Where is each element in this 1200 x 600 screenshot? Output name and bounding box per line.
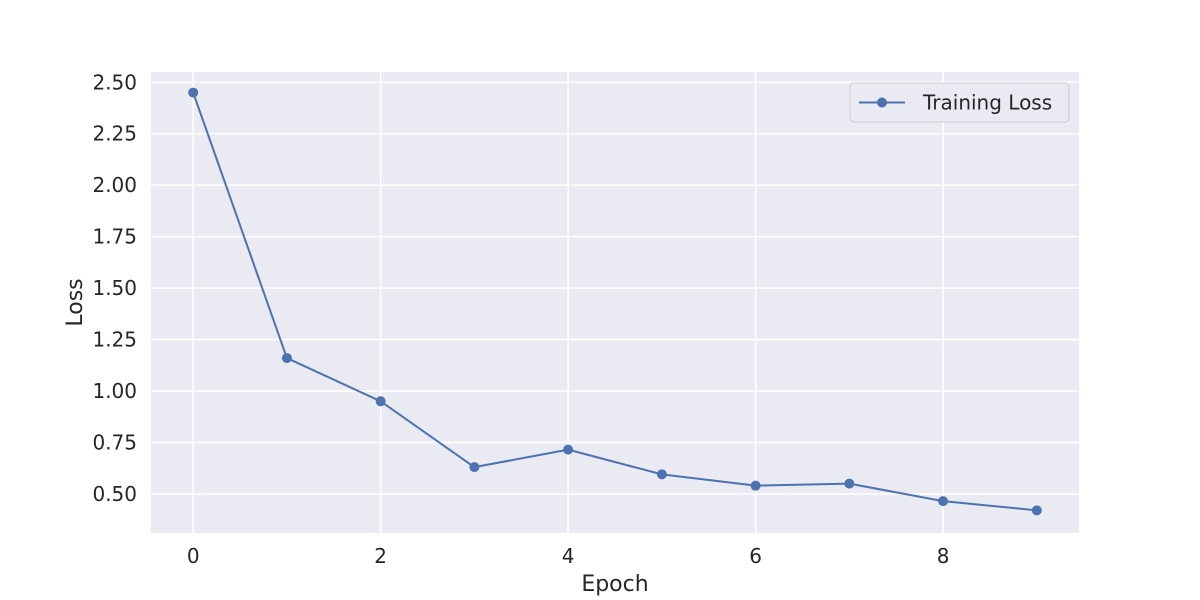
y-tick-label: 1.50 bbox=[92, 276, 137, 300]
legend-marker-swatch bbox=[877, 97, 887, 108]
y-tick-label: 1.25 bbox=[92, 328, 137, 352]
data-point bbox=[469, 462, 480, 473]
x-axis-label: Epoch bbox=[581, 572, 648, 597]
x-tick-label: 8 bbox=[937, 544, 950, 568]
data-point bbox=[750, 480, 761, 491]
legend-box bbox=[849, 82, 1070, 123]
y-tick-labels: 0.50 0.75 1.00 1.25 1.50 1.75 2.00 2.25 2.50 bbox=[92, 70, 137, 506]
data-point bbox=[188, 87, 199, 98]
plot-area bbox=[151, 72, 1079, 533]
data-point bbox=[563, 444, 574, 455]
legend-label: Training Loss bbox=[922, 91, 1052, 115]
x-tick-labels: 0 2 4 6 8 bbox=[187, 544, 950, 568]
y-tick-label: 0.75 bbox=[92, 430, 137, 454]
x-tick-label: 6 bbox=[749, 544, 762, 568]
data-point bbox=[844, 478, 855, 489]
y-tick-label: 2.00 bbox=[92, 173, 137, 197]
legend: Training Loss bbox=[849, 82, 1070, 123]
data-point bbox=[938, 496, 949, 507]
x-tick-label: 2 bbox=[374, 544, 387, 568]
x-tick-label: 4 bbox=[562, 544, 575, 568]
data-point bbox=[375, 396, 386, 407]
series-layer bbox=[188, 87, 1042, 516]
data-point bbox=[1031, 505, 1042, 516]
grid bbox=[151, 72, 1079, 533]
x-tick-label: 0 bbox=[187, 544, 200, 568]
y-tick-label: 2.25 bbox=[92, 122, 137, 146]
y-axis-label: Loss bbox=[63, 278, 88, 326]
y-tick-label: 2.50 bbox=[92, 70, 137, 94]
data-point bbox=[656, 469, 667, 480]
y-tick-label: 0.50 bbox=[92, 482, 137, 506]
series-line bbox=[192, 92, 1037, 512]
y-tick-label: 1.00 bbox=[92, 379, 137, 403]
y-tick-label: 1.75 bbox=[92, 225, 137, 249]
data-point bbox=[281, 353, 292, 364]
